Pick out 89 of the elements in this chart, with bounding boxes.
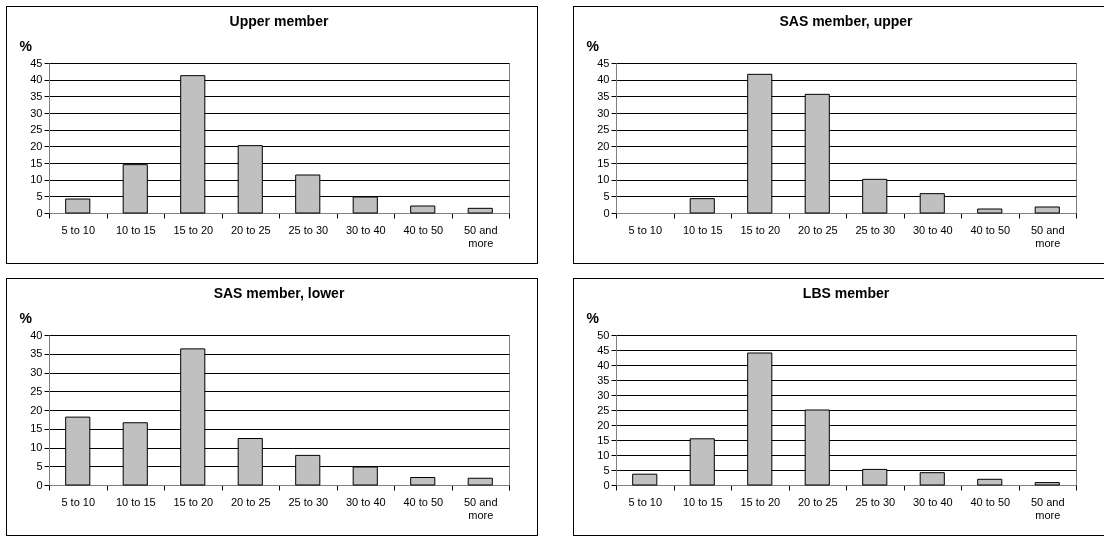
y-tick-label: 35 — [597, 89, 610, 102]
y-tick-label: 10 — [30, 441, 43, 453]
bar — [410, 205, 436, 214]
y-tick-label: 5 — [36, 459, 43, 472]
y-tick-label: 40 — [597, 358, 610, 371]
chart-title: Upper member — [229, 13, 329, 29]
y-tick-label: 25 — [30, 123, 43, 136]
x-tick-label: 5 to 10 — [61, 223, 96, 236]
y-tick-label: 35 — [30, 347, 43, 360]
x-tick-label: 10 to 15 — [115, 223, 156, 236]
x-tick-label: 25 to 30 — [855, 495, 896, 508]
bar — [467, 207, 493, 214]
x-tick-label: 15 to 20 — [173, 223, 214, 236]
x-tick-label: 15 to 20 — [740, 223, 781, 236]
y-axis-title: % — [586, 37, 600, 54]
y-tick-label: 10 — [597, 173, 610, 186]
y-tick-label: 45 — [597, 56, 610, 69]
x-tick-label: 10 to 15 — [115, 495, 156, 508]
y-tick-label: 5 — [36, 189, 43, 202]
y-tick-label: 0 — [36, 206, 43, 219]
y-tick-label: 45 — [597, 343, 610, 356]
y-tick-label: 0 — [36, 478, 43, 491]
chart-title: SAS member, upper — [779, 13, 914, 29]
y-tick-label: 20 — [597, 418, 610, 431]
x-tick-label: 30 to 40 — [345, 223, 386, 236]
x-tick-label: 40 to 50 — [970, 495, 1011, 508]
x-tick-label: 15 to 20 — [173, 495, 214, 508]
x-tick-label: 25 to 30 — [288, 223, 329, 236]
x-tick-label: 5 to 10 — [628, 223, 663, 236]
y-tick-label: 40 — [30, 73, 43, 86]
x-tick-label: 30 to 40 — [345, 495, 386, 508]
y-tick-label: 0 — [603, 206, 610, 219]
y-axis-title: % — [19, 309, 33, 326]
x-tick-label: 5 to 10 — [61, 495, 96, 508]
y-tick-label: 15 — [30, 156, 43, 169]
x-tick-label: 40 to 50 — [403, 495, 444, 508]
y-axis-title: % — [586, 309, 600, 326]
chart-title: LBS member — [802, 285, 890, 301]
y-tick-label: 5 — [603, 463, 610, 476]
x-tick-label: 20 to 25 — [797, 495, 838, 508]
y-tick-label: 20 — [597, 139, 610, 152]
y-tick-label: 30 — [30, 106, 43, 119]
y-tick-label: 30 — [597, 106, 610, 119]
x-tick-label: 30 to 40 — [912, 223, 953, 236]
y-tick-label: 25 — [597, 403, 610, 416]
y-tick-label: 5 — [603, 189, 610, 202]
y-axis-title: % — [19, 37, 33, 54]
x-tick-label: 20 to 25 — [797, 223, 838, 236]
y-tick-label: 30 — [597, 388, 610, 401]
x-tick-label: 20 to 25 — [230, 223, 271, 236]
y-tick-label: 45 — [30, 56, 43, 69]
x-tick-label: 25 to 30 — [288, 495, 329, 508]
x-tick-label: 10 to 15 — [682, 223, 723, 236]
x-tick-label: 50 and more — [1030, 495, 1065, 521]
x-tick-label: 5 to 10 — [628, 495, 663, 508]
y-tick-label: 40 — [30, 328, 43, 341]
bar — [1034, 206, 1060, 214]
y-tick-label: 30 — [30, 366, 43, 378]
y-tick-label: 25 — [30, 384, 43, 397]
y-tick-label: 15 — [30, 422, 43, 435]
chart-title: SAS member, lower — [213, 285, 345, 301]
y-tick-label: 10 — [597, 448, 610, 461]
y-tick-label: 35 — [597, 373, 610, 386]
bar — [467, 477, 493, 486]
x-tick-label: 50 and more — [463, 223, 498, 249]
x-tick-label: 10 to 15 — [682, 495, 723, 508]
y-tick-label: 25 — [597, 123, 610, 136]
y-tick-label: 20 — [30, 139, 43, 152]
y-tick-label: 15 — [597, 156, 610, 169]
x-tick-label: 20 to 25 — [230, 495, 271, 508]
x-tick-label: 30 to 40 — [912, 495, 953, 508]
bar — [977, 208, 1003, 214]
y-tick-label: 40 — [597, 73, 610, 86]
y-tick-label: 0 — [603, 478, 610, 491]
x-tick-label: 50 and more — [1030, 223, 1065, 249]
bar — [977, 478, 1003, 486]
x-tick-label: 15 to 20 — [740, 495, 781, 508]
y-tick-label: 50 — [597, 328, 610, 341]
y-tick-label: 15 — [597, 433, 610, 446]
x-tick-label: 25 to 30 — [855, 223, 896, 236]
bar — [410, 477, 436, 486]
x-tick-label: 40 to 50 — [970, 223, 1011, 236]
bar — [632, 473, 658, 486]
y-tick-label: 35 — [30, 89, 43, 102]
x-tick-label: 50 and more — [463, 495, 498, 521]
y-tick-label: 20 — [30, 403, 43, 416]
x-tick-label: 40 to 50 — [403, 223, 444, 236]
y-tick-label: 10 — [30, 173, 43, 186]
bar — [1034, 482, 1060, 486]
